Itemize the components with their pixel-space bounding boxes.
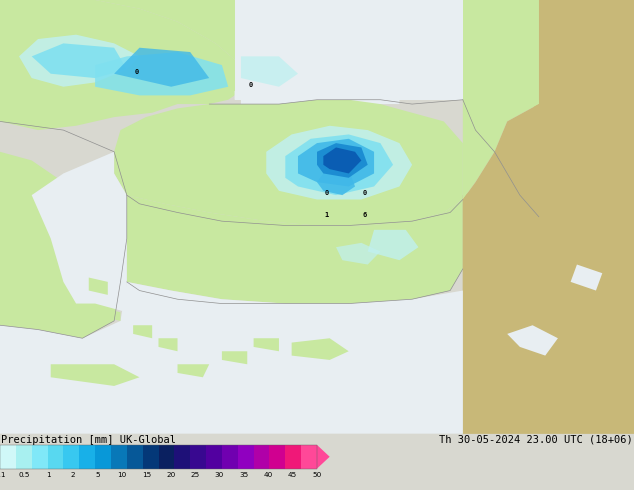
Polygon shape <box>285 265 311 277</box>
Polygon shape <box>241 0 399 104</box>
Text: 6: 6 <box>363 212 366 218</box>
Text: 50: 50 <box>313 472 321 478</box>
Polygon shape <box>235 22 463 100</box>
Polygon shape <box>101 308 120 321</box>
Polygon shape <box>32 44 127 78</box>
Text: 10: 10 <box>117 472 127 478</box>
Text: 0.1: 0.1 <box>0 472 6 478</box>
Polygon shape <box>114 48 209 87</box>
Text: Precipitation [mm] UK-Global: Precipitation [mm] UK-Global <box>1 435 176 445</box>
Polygon shape <box>571 265 602 291</box>
Polygon shape <box>235 0 463 100</box>
Text: 25: 25 <box>190 472 200 478</box>
Text: 40: 40 <box>264 472 273 478</box>
Polygon shape <box>178 364 209 377</box>
Polygon shape <box>19 35 139 87</box>
Text: 0: 0 <box>134 69 138 74</box>
Polygon shape <box>463 0 539 199</box>
Bar <box>16 445 32 468</box>
Bar <box>127 445 143 468</box>
Bar <box>238 445 254 468</box>
Bar <box>0 445 16 468</box>
Polygon shape <box>127 195 463 304</box>
Polygon shape <box>95 52 228 96</box>
Polygon shape <box>463 0 634 434</box>
Text: 1: 1 <box>46 472 51 478</box>
Polygon shape <box>133 325 152 338</box>
Bar <box>254 445 269 468</box>
Bar <box>269 445 285 468</box>
Polygon shape <box>0 152 120 338</box>
Polygon shape <box>158 338 178 351</box>
Polygon shape <box>241 0 399 78</box>
Polygon shape <box>285 134 393 195</box>
Text: 1: 1 <box>325 212 328 218</box>
Text: 5: 5 <box>95 472 100 478</box>
Text: 15: 15 <box>141 472 151 478</box>
Bar <box>222 445 238 468</box>
Polygon shape <box>298 139 374 187</box>
Polygon shape <box>292 338 349 360</box>
Polygon shape <box>368 230 418 260</box>
Bar <box>63 445 79 468</box>
Polygon shape <box>254 338 279 351</box>
Bar <box>285 445 301 468</box>
Polygon shape <box>241 56 298 87</box>
Bar <box>95 445 111 468</box>
Text: 2: 2 <box>71 472 75 478</box>
Text: 20: 20 <box>166 472 176 478</box>
Polygon shape <box>317 143 368 178</box>
Bar <box>301 445 317 468</box>
Polygon shape <box>89 277 108 295</box>
Text: 0.5: 0.5 <box>18 472 30 478</box>
Bar <box>174 445 190 468</box>
Bar <box>143 445 158 468</box>
Polygon shape <box>51 364 139 386</box>
Polygon shape <box>317 269 342 282</box>
Text: 35: 35 <box>239 472 249 478</box>
Bar <box>111 445 127 468</box>
Polygon shape <box>0 282 463 434</box>
Polygon shape <box>336 243 380 265</box>
Polygon shape <box>323 147 361 173</box>
Polygon shape <box>25 208 108 277</box>
Polygon shape <box>235 0 380 44</box>
Polygon shape <box>266 126 412 199</box>
Polygon shape <box>235 0 463 100</box>
Bar <box>32 445 48 468</box>
Text: 0: 0 <box>325 190 328 196</box>
Text: 30: 30 <box>215 472 224 478</box>
Polygon shape <box>95 0 342 91</box>
Bar <box>206 445 222 468</box>
Polygon shape <box>32 152 127 312</box>
Polygon shape <box>317 445 330 468</box>
Polygon shape <box>114 100 463 225</box>
Bar <box>190 445 206 468</box>
Polygon shape <box>222 351 247 364</box>
Bar <box>79 445 95 468</box>
Bar <box>48 445 63 468</box>
Bar <box>0 445 317 468</box>
Text: 0: 0 <box>249 81 252 88</box>
Bar <box>158 445 174 468</box>
Text: 0: 0 <box>363 190 366 196</box>
Polygon shape <box>463 0 539 104</box>
Polygon shape <box>507 325 558 356</box>
Text: Th 30-05-2024 23.00 UTC (18+06): Th 30-05-2024 23.00 UTC (18+06) <box>439 435 633 445</box>
Polygon shape <box>317 169 355 195</box>
Text: 45: 45 <box>288 472 297 478</box>
Polygon shape <box>463 0 634 434</box>
Polygon shape <box>0 0 241 130</box>
